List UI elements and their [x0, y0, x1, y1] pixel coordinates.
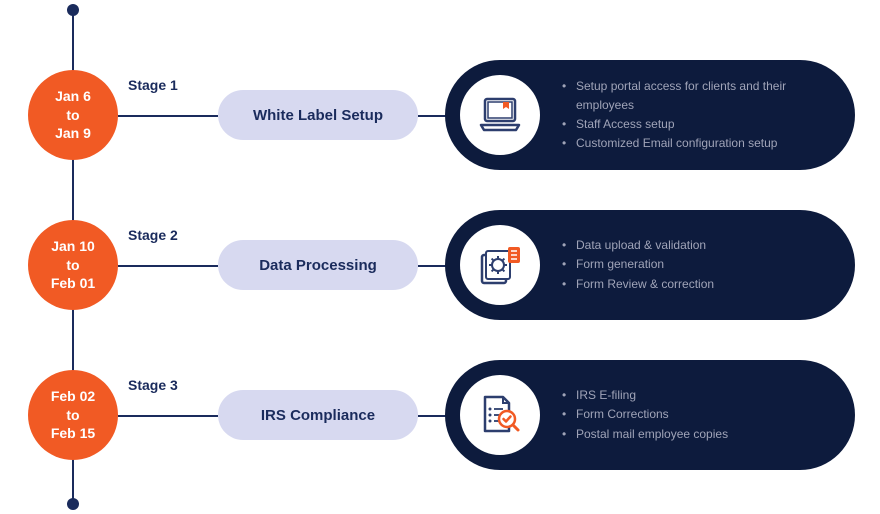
connector-line: [118, 265, 218, 267]
stage-label: Stage 2: [128, 227, 178, 243]
detail-box: IRS E-filingForm CorrectionsPostal mail …: [445, 360, 855, 470]
stage-row: Jan 10 to Feb 01 Stage 2 Data Processing D…: [0, 205, 880, 325]
stage-row: Feb 02 to Feb 15 Stage 3 IRS Compliance IR…: [0, 355, 880, 475]
date-end: Jan 9: [55, 124, 91, 143]
icon-circle: [460, 75, 540, 155]
stage-pill: IRS Compliance: [218, 390, 418, 440]
date-to: to: [66, 106, 79, 125]
bullet-item: Staff Access setup: [562, 115, 835, 134]
icon-circle: [460, 375, 540, 455]
timeline-dot-top: [67, 4, 79, 16]
date-start: Jan 6: [55, 87, 91, 106]
stage-pill: Data Processing: [218, 240, 418, 290]
bullet-list: IRS E-filingForm CorrectionsPostal mail …: [562, 386, 748, 444]
date-to: to: [66, 256, 79, 275]
date-circle: Jan 6 to Jan 9: [28, 70, 118, 160]
bullet-item: Postal mail employee copies: [562, 425, 728, 444]
stage-row: Jan 6 to Jan 9 Stage 1 White Label Setup S…: [0, 55, 880, 175]
stage-pill: White Label Setup: [218, 90, 418, 140]
laptop-icon: [477, 95, 523, 135]
date-end: Feb 15: [51, 424, 95, 443]
date-start: Feb 02: [51, 387, 95, 406]
bullet-item: Data upload & validation: [562, 236, 714, 255]
bullet-item: Form Corrections: [562, 405, 728, 424]
date-circle: Jan 10 to Feb 01: [28, 220, 118, 310]
detail-box: Data upload & validationForm generationF…: [445, 210, 855, 320]
connector-line: [118, 415, 218, 417]
bullet-item: Customized Email configuration setup: [562, 134, 835, 153]
date-start: Jan 10: [51, 237, 95, 256]
doc-check-icon: [477, 393, 523, 437]
date-to: to: [66, 406, 79, 425]
detail-box: Setup portal access for clients and thei…: [445, 60, 855, 170]
stage-label: Stage 1: [128, 77, 178, 93]
date-end: Feb 01: [51, 274, 95, 293]
bullet-list: Setup portal access for clients and thei…: [562, 77, 855, 154]
bullet-list: Data upload & validationForm generationF…: [562, 236, 734, 294]
icon-circle: [460, 225, 540, 305]
timeline-dot-bottom: [67, 498, 79, 510]
stage-label: Stage 3: [128, 377, 178, 393]
bullet-item: Form Review & correction: [562, 275, 714, 294]
connector-line: [118, 115, 218, 117]
date-circle: Feb 02 to Feb 15: [28, 370, 118, 460]
gear-docs-icon: [476, 243, 524, 287]
bullet-item: Form generation: [562, 255, 714, 274]
bullet-item: Setup portal access for clients and thei…: [562, 77, 835, 115]
bullet-item: IRS E-filing: [562, 386, 728, 405]
